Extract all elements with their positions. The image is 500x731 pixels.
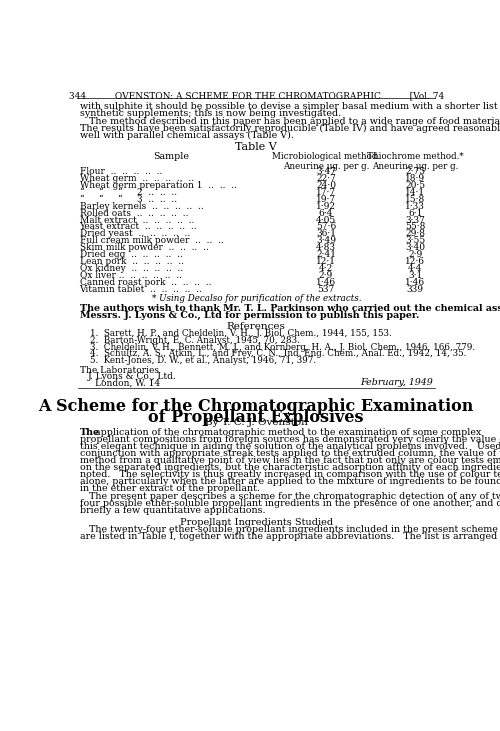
Text: Vitamin tablet  ..  ..  ..  ..  ..: Vitamin tablet .. .. .. .. .. bbox=[80, 285, 202, 294]
Text: 5.  Kent-Jones, D. W., et al., Analyst, 1946, 71, 397.: 5. Kent-Jones, D. W., et al., Analyst, 1… bbox=[90, 356, 316, 365]
Text: Wheat germ preparation 1  ..  ..  ..: Wheat germ preparation 1 .. .. .. bbox=[80, 181, 236, 190]
Text: 537: 537 bbox=[318, 285, 334, 294]
Text: 6·4: 6·4 bbox=[319, 208, 333, 218]
Text: 2·9: 2·9 bbox=[319, 271, 333, 280]
Text: 2·41: 2·41 bbox=[316, 250, 336, 260]
Text: Table V: Table V bbox=[236, 142, 277, 151]
Text: The authors wish to thank Mr. T. L. Parkinson who carried out the chemical assay: The authors wish to thank Mr. T. L. Park… bbox=[80, 304, 500, 313]
Text: 3·37: 3·37 bbox=[405, 216, 425, 224]
Text: 57·6: 57·6 bbox=[316, 222, 336, 232]
Text: Canned roast pork  ..  ..  ..  ..: Canned roast pork .. .. .. .. bbox=[80, 278, 211, 287]
Text: 1.  Sarett, H. P., and Cheldelin, V. H., J. Biol. Chem., 1944, 155, 153.: 1. Sarett, H. P., and Cheldelin, V. H., … bbox=[90, 330, 392, 338]
Text: 339: 339 bbox=[406, 285, 424, 294]
Text: method from a qualitative point of view lies in the fact that not only are colou: method from a qualitative point of view … bbox=[80, 456, 500, 465]
Text: 12·6: 12·6 bbox=[405, 257, 425, 266]
Text: four possible ether-soluble propellant ingredients in the presence of one anothe: four possible ether-soluble propellant i… bbox=[80, 499, 500, 508]
Text: Wheat germ  ..  ..  ..  ..  ..: Wheat germ .. .. .. .. .. bbox=[80, 174, 194, 183]
Text: 29·8: 29·8 bbox=[405, 230, 425, 238]
Text: By T. C. J. Ovenston: By T. C. J. Ovenston bbox=[205, 418, 308, 428]
Text: briefly a few quantitative applications.: briefly a few quantitative applications. bbox=[80, 506, 265, 515]
Text: 15·8: 15·8 bbox=[405, 194, 425, 204]
Text: The Laboratories: The Laboratories bbox=[80, 366, 158, 375]
Text: Sample: Sample bbox=[153, 151, 189, 161]
Text: Barley kernels  ..  ..  ..  ..  ..: Barley kernels .. .. .. .. .. bbox=[80, 202, 204, 211]
Text: noted.   The selectivity is thus greatly increased in comparison with the use of: noted. The selectivity is thus greatly i… bbox=[80, 470, 500, 479]
Text: 55·8: 55·8 bbox=[405, 222, 425, 232]
Text: Malt extract  ..  ..  ..  ..  ..: Malt extract .. .. .. .. .. bbox=[80, 216, 194, 224]
Text: 2.  Barton-Wright, E. C. Analyst, 1945, 70, 283.: 2. Barton-Wright, E. C. Analyst, 1945, 7… bbox=[90, 336, 300, 345]
Text: Ox kidney  ..  ..  ..  ..  ..: Ox kidney .. .. .. .. .. bbox=[80, 264, 183, 273]
Text: Propellant Ingredients Studied: Propellant Ingredients Studied bbox=[180, 518, 333, 527]
Text: London, W. 14: London, W. 14 bbox=[95, 379, 160, 387]
Text: with sulphite it should be possible to devise a simpler basal medium with a shor: with sulphite it should be possible to d… bbox=[80, 102, 500, 110]
Text: 3.  Cheldelin, V. H., Bennett, M. J., and Kornberg, H. A., J. Biol. Chem., 1946,: 3. Cheldelin, V. H., Bennett, M. J., and… bbox=[90, 343, 475, 352]
Text: Dried egg  ..  ..  ..  ..  ..: Dried egg .. .. .. .. .. bbox=[80, 250, 182, 260]
Text: 3·47: 3·47 bbox=[316, 167, 336, 176]
Text: Ox liver ..  ..  ..  ..  ..  ..: Ox liver .. .. .. .. .. .. bbox=[80, 271, 182, 280]
Text: 4.  Schultz, A. S., Atkin, L., and Frey, C. N., Ind. Eng. Chem., Anal. Ed., 1942: 4. Schultz, A. S., Atkin, L., and Frey, … bbox=[90, 349, 466, 358]
Text: The twenty-four ether-soluble propellant ingredients included in the present sch: The twenty-four ether-soluble propellant… bbox=[89, 526, 498, 534]
Text: 1·46: 1·46 bbox=[316, 278, 336, 287]
Text: Yeast extract  ..  ..  ..  ..  ..: Yeast extract .. .. .. .. .. bbox=[80, 222, 197, 232]
Text: 2·9: 2·9 bbox=[408, 250, 422, 260]
Text: Microbiological method.
Aneurine μg. per g.: Microbiological method. Aneurine μg. per… bbox=[272, 151, 380, 171]
Text: Thiochrome method.*
Aneurine μg. per g.: Thiochrome method.* Aneurine μg. per g. bbox=[367, 151, 464, 171]
Text: The results have been satisfactorily reproducible (Table IV) and have agreed rea: The results have been satisfactorily rep… bbox=[80, 124, 500, 133]
Text: The: The bbox=[80, 428, 100, 437]
Text: “     “     “     3  ..  ..  ..: “ “ “ 3 .. .. .. bbox=[80, 194, 176, 204]
Text: Messrs. J. Lyons & Co., Ltd for permission to publish this paper.: Messrs. J. Lyons & Co., Ltd for permissi… bbox=[80, 311, 419, 320]
Text: 1·33: 1·33 bbox=[405, 202, 425, 211]
Text: 4·4: 4·4 bbox=[408, 264, 422, 273]
Text: 17·7: 17·7 bbox=[316, 188, 336, 197]
Text: February, 1949: February, 1949 bbox=[360, 379, 433, 387]
Text: * Using Decalso for purification of the extracts.: * Using Decalso for purification of the … bbox=[152, 294, 361, 303]
Text: 3·55: 3·55 bbox=[405, 236, 425, 246]
Text: Flour  ..  ..  ..  ..  ..: Flour .. .. .. .. .. bbox=[80, 167, 162, 176]
Text: “     “     “     2  ..  ..  ..: “ “ “ 2 .. .. .. bbox=[80, 188, 176, 197]
Text: 14·1: 14·1 bbox=[405, 188, 425, 197]
Text: References: References bbox=[227, 322, 286, 331]
Text: well with parallel chemical assays (Table V).: well with parallel chemical assays (Tabl… bbox=[80, 131, 294, 140]
Text: 1·46: 1·46 bbox=[405, 278, 425, 287]
Text: Skim milk powder  ..  ..  ..  ..: Skim milk powder .. .. .. .. bbox=[80, 243, 208, 252]
Text: 3·40: 3·40 bbox=[405, 243, 425, 252]
Text: 3·49: 3·49 bbox=[316, 236, 336, 246]
Text: Lean pork  ..  ..  ..  ..  ..: Lean pork .. .. .. .. .. bbox=[80, 257, 184, 266]
Text: The present paper describes a scheme for the chromatographic detection of any of: The present paper describes a scheme for… bbox=[89, 493, 500, 501]
Text: 36·1: 36·1 bbox=[316, 230, 336, 238]
Text: J. Lyons & Co., Ltd.: J. Lyons & Co., Ltd. bbox=[88, 372, 176, 382]
Text: 344          OVENSTON: A SCHEME FOR THE CHROMATOGRAPHIC          [Vol. 74: 344 OVENSTON: A SCHEME FOR THE CHROMATOG… bbox=[68, 91, 444, 100]
Text: Rolled oats  ..  ..  ..  ..  ..: Rolled oats .. .. .. .. .. bbox=[80, 208, 188, 218]
Text: 2·75: 2·75 bbox=[405, 167, 425, 176]
Text: on the separated ingredients, but the characteristic adsorption affinity of each: on the separated ingredients, but the ch… bbox=[80, 463, 500, 472]
Text: Dried yeast  ..  ..  ..  ..  ..: Dried yeast .. .. .. .. .. bbox=[80, 230, 190, 238]
Text: application of the chromatographic method to the examination of some complex: application of the chromatographic metho… bbox=[92, 428, 481, 437]
Text: propellant compositions from foreign sources has demonstrated very clearly the v: propellant compositions from foreign sou… bbox=[80, 436, 500, 444]
Text: 18·9: 18·9 bbox=[405, 174, 425, 183]
Text: Full cream milk powder  ..  ..  ..: Full cream milk powder .. .. .. bbox=[80, 236, 224, 246]
Text: 4·83: 4·83 bbox=[316, 243, 336, 252]
Text: 19·7: 19·7 bbox=[316, 194, 336, 204]
Text: this elegant technique in aiding the solution of the analytical problems involve: this elegant technique in aiding the sol… bbox=[80, 442, 500, 451]
Text: conjunction with appropriate streak tests applied to the extruded column, the va: conjunction with appropriate streak test… bbox=[80, 450, 500, 458]
Text: 20·5: 20·5 bbox=[405, 181, 425, 190]
Text: 12·1: 12·1 bbox=[316, 257, 336, 266]
Text: The method described in this paper has been applied to a wide range of food mate: The method described in this paper has b… bbox=[89, 117, 500, 126]
Text: alone, particularly when the latter are applied to the mixture of ingredients to: alone, particularly when the latter are … bbox=[80, 477, 500, 486]
Text: of Propellant Explosives: of Propellant Explosives bbox=[148, 409, 364, 426]
Text: 22·7: 22·7 bbox=[316, 174, 336, 183]
Text: A Scheme for the Chromatographic Examination: A Scheme for the Chromatographic Examina… bbox=[38, 398, 474, 415]
Text: synthetic supplements; this is now being investigated.: synthetic supplements; this is now being… bbox=[80, 108, 340, 118]
Text: 4·2: 4·2 bbox=[319, 264, 333, 273]
Text: in the ether extract of the propellant.: in the ether extract of the propellant. bbox=[80, 484, 260, 493]
Text: 24·0: 24·0 bbox=[316, 181, 336, 190]
Text: 1·92: 1·92 bbox=[316, 202, 336, 211]
Text: 3·1: 3·1 bbox=[408, 271, 422, 280]
Text: are listed in Table I, together with the appropriate abbreviations.   The list i: are listed in Table I, together with the… bbox=[80, 532, 500, 542]
Text: 4·05: 4·05 bbox=[316, 216, 336, 224]
Text: 6·1: 6·1 bbox=[408, 208, 422, 218]
